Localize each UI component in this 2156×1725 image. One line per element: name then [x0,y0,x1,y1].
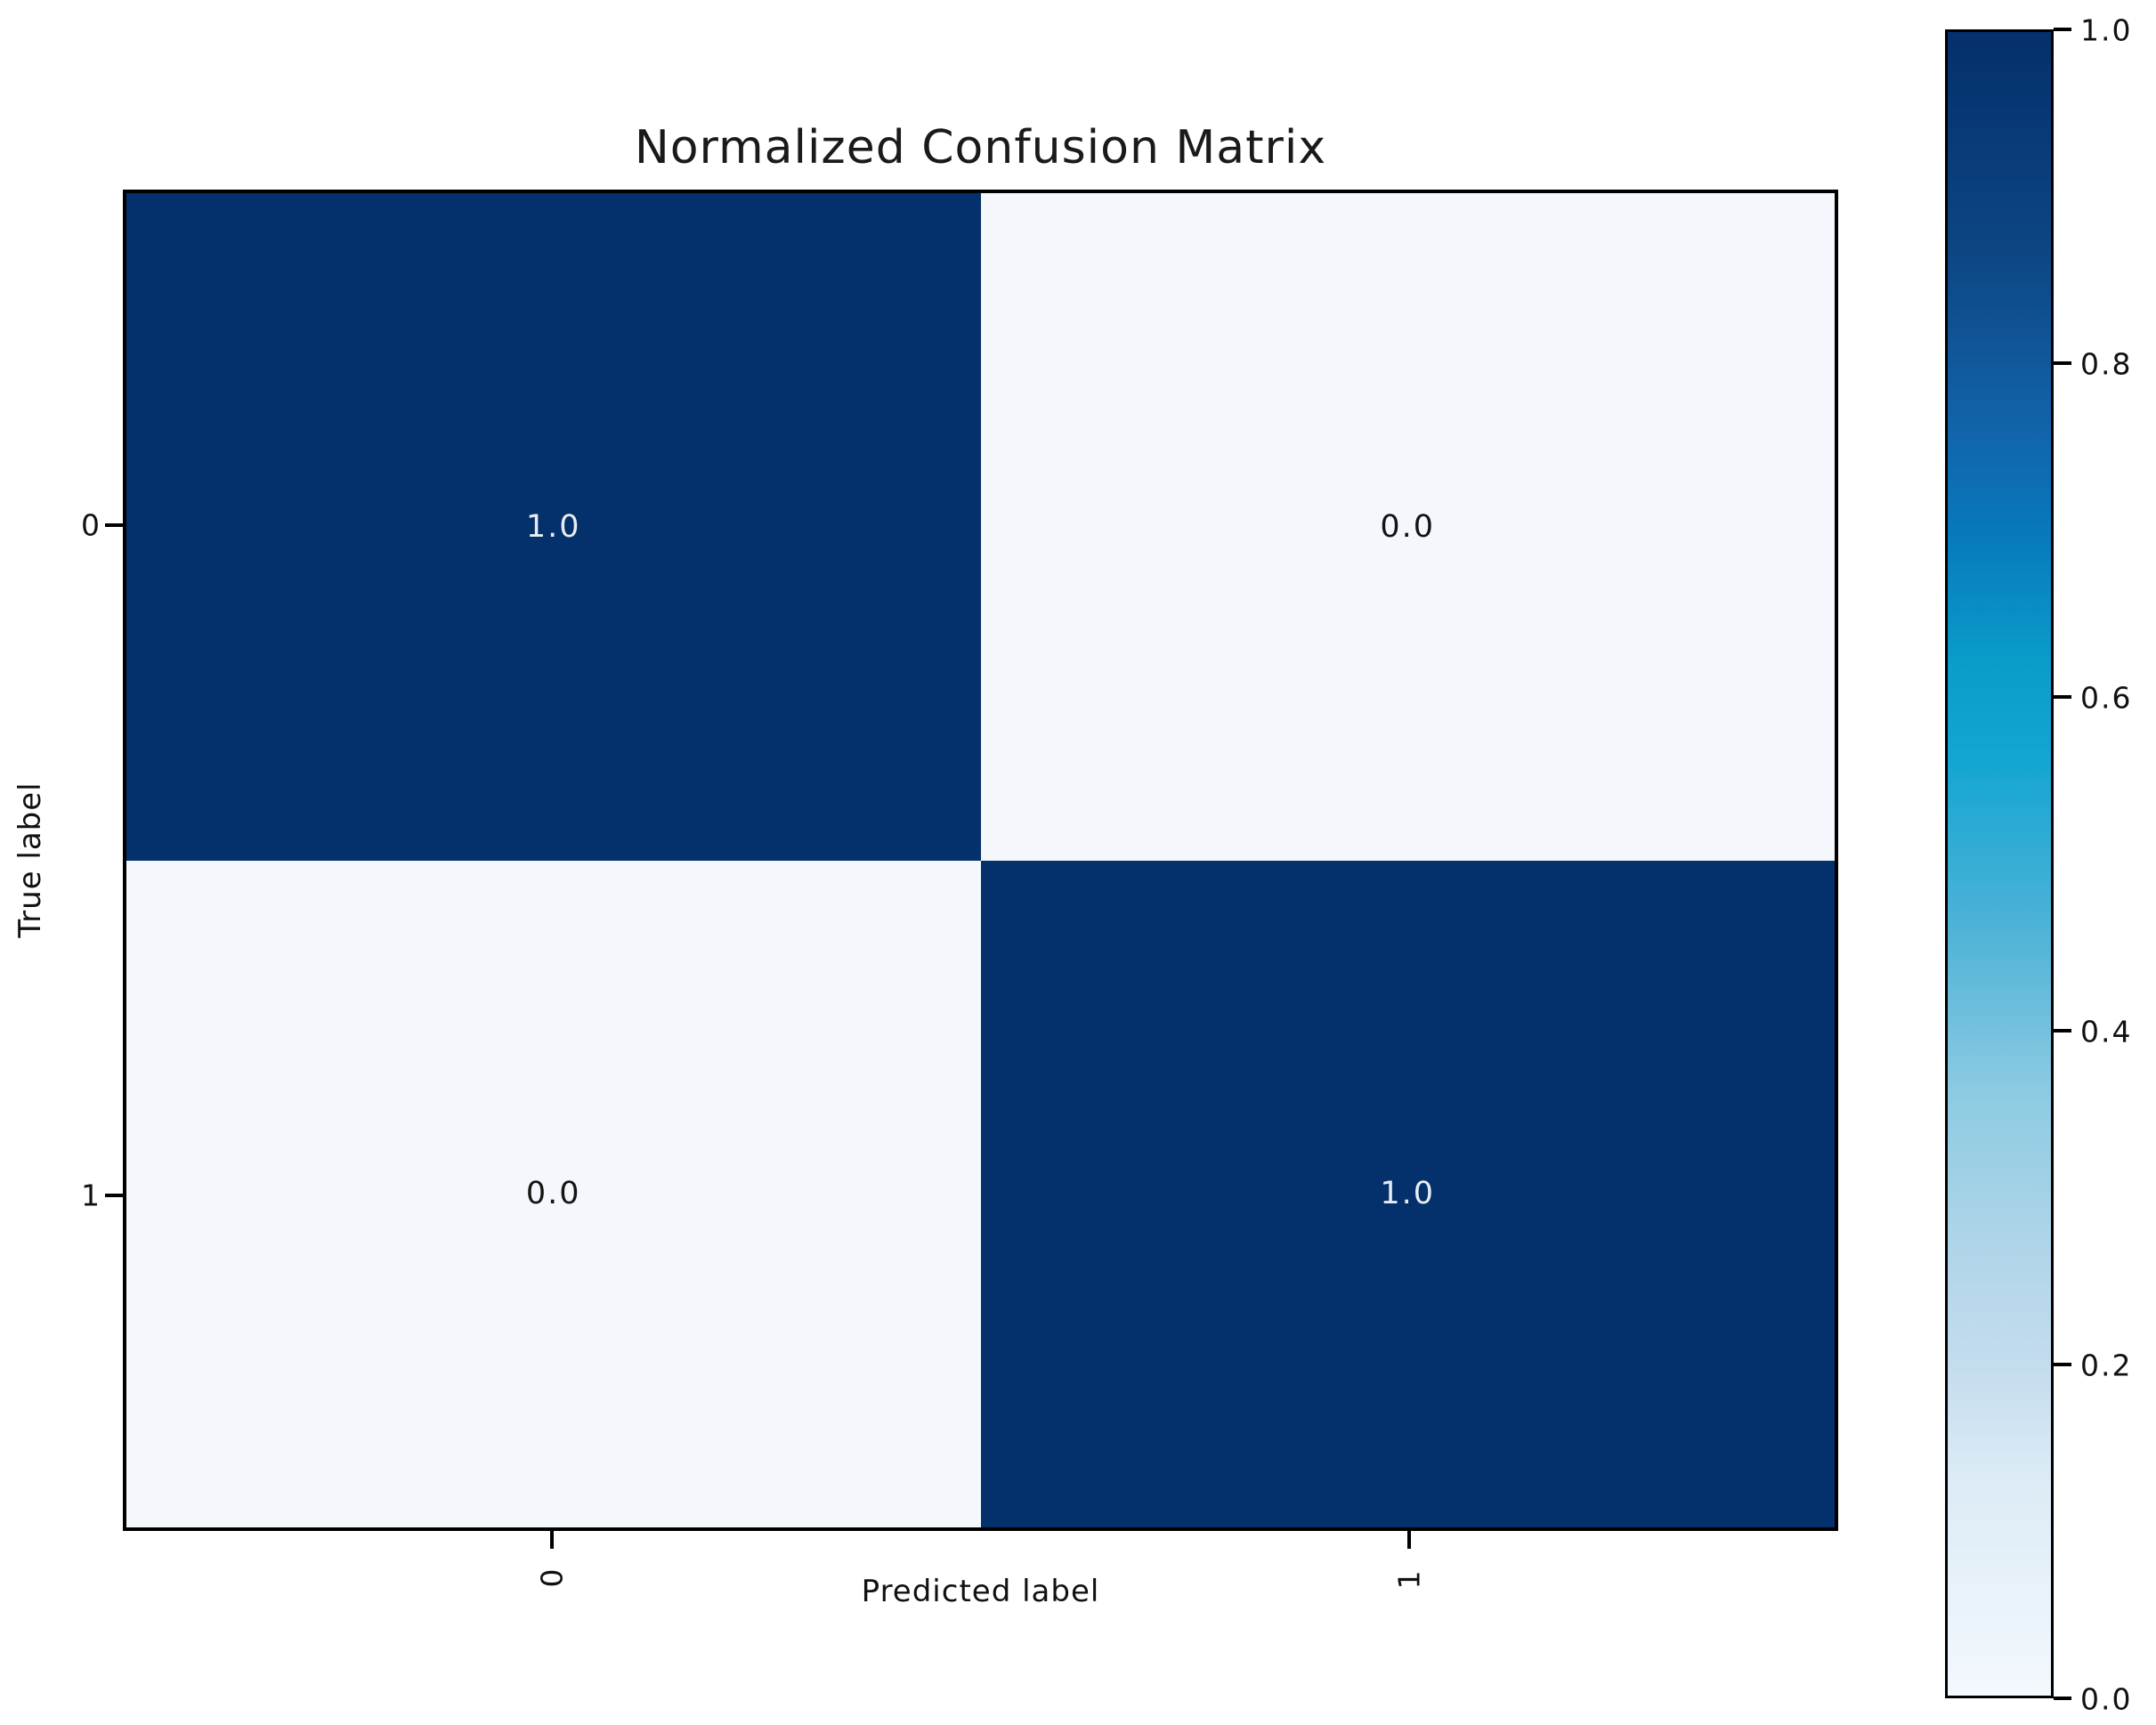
colorbar-tick-label-0.8: 0.8 [2080,346,2133,382]
colorbar-gradient [1945,29,2054,1698]
y-tick-label-0: 0 [81,507,100,543]
colorbar-tick-mark-0.6 [2054,695,2071,699]
colorbar-tick-mark-0.4 [2054,1029,2071,1033]
matrix-cell-0-0: 1.0 [126,193,981,861]
colorbar-tick-label-0.4: 0.4 [2080,1014,2133,1049]
colorbar-tick-mark-0.8 [2054,361,2071,365]
colorbar-tick-label-0.2: 0.2 [2080,1348,2133,1383]
cell-value-0-1: 0.0 [1380,508,1436,545]
colorbar-tick-mark-0.0 [2054,1697,2071,1700]
y-axis-label: True label [12,782,48,938]
x-axis-label: Predicted label [861,1574,1100,1609]
colorbar-tick-label-0.6: 0.6 [2080,680,2133,716]
cell-value-0-0: 1.0 [525,508,581,545]
colorbar-tick-label-0.0: 0.0 [2080,1681,2133,1717]
chart-title: Normalized Confusion Matrix [634,121,1327,174]
colorbar-tick-label-1.0: 1.0 [2080,12,2133,48]
confusion-matrix-plot: 1.0 0.0 0.0 1.0 [123,190,1838,1531]
matrix-cell-1-1: 1.0 [980,860,1835,1527]
cell-value-1-0: 0.0 [525,1176,581,1212]
y-tick-label-1: 1 [81,1178,100,1213]
x-tick-mark-1 [1407,1531,1411,1549]
cell-value-1-1: 1.0 [1380,1176,1436,1212]
y-tick-mark-0 [105,523,123,527]
colorbar-tick-mark-1.0 [2054,28,2071,31]
x-tick-mark-0 [550,1531,554,1549]
matrix-cell-0-1: 0.0 [980,193,1835,861]
y-tick-mark-1 [105,1194,123,1197]
matrix-cell-1-0: 0.0 [126,860,981,1527]
colorbar-tick-mark-0.2 [2054,1363,2071,1366]
